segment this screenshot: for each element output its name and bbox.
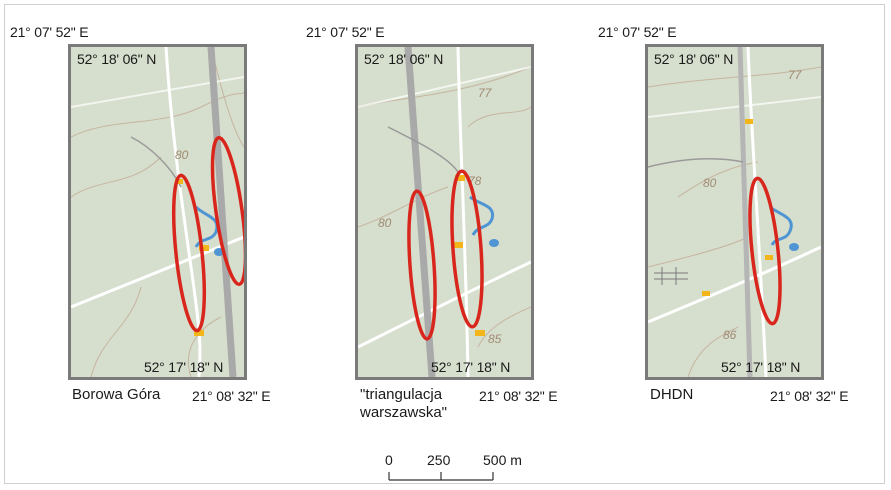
contour-label: 77 [788,68,803,82]
panel-2-lon-left: 21° 07' 52" E [306,24,385,40]
panel-3-caption: DHDN [650,386,694,403]
panel-1-caption: Borowa Góra [72,386,161,403]
railway [207,47,237,377]
contour-label: 77 [478,86,493,100]
railway [404,47,436,377]
road [358,66,531,108]
map-background [71,47,244,377]
highlight-ellipse [450,169,484,329]
map-background [648,47,821,377]
contour-label: 85 [488,332,502,346]
panel-2-caption-line2: warszawska" [360,404,448,421]
scale-label-500: 500 m [483,452,522,468]
marker [702,291,710,296]
highlight-ellipse [210,135,244,287]
scale-label-0: 0 [385,452,393,468]
road-north-south [746,47,768,377]
contour-label: 80 [175,148,189,162]
panel-2-caption: "triangulacja [360,386,443,403]
path [387,126,459,173]
marker [475,330,485,336]
panel-3-map-graphic: 77 80 86 [648,47,821,377]
panel-1-lon-left: 21° 07' 52" E [10,24,89,40]
marker [745,119,753,124]
scale-bar: 0 250 500 m [385,452,525,482]
panel-2-lat-top: 52° 18' 06" N [364,51,444,67]
pond [789,243,799,251]
panel-1-map-graphic: 80 [71,47,244,377]
main-road [358,260,531,349]
panel-1-map: 80 52° 18' 06" N 52° 17' 18" N [68,44,247,380]
map-background [358,47,531,377]
panel-3-lat-bottom: 52° 17' 18" N [721,359,801,375]
highlight-ellipse [748,176,782,326]
panel-2-map-graphic: 77 78 80 85 [358,47,531,377]
marker [199,245,209,251]
scale-bar-graphic [388,472,494,481]
panel-1-lat-bottom: 52° 17' 18" N [144,359,224,375]
panel-3-map: 77 80 86 52° 18' 06" N 52° 17' 18" N [645,44,824,380]
road-north-south [456,47,470,377]
contour-lines [648,66,821,377]
panel-1-lon-right: 21° 08' 32" E [192,388,271,404]
highlight-ellipse [171,173,207,333]
scale-label-250: 250 [427,452,451,468]
panel-3-lat-top: 52° 18' 06" N [654,51,734,67]
panel-2-lon-right: 21° 08' 32" E [479,388,558,404]
building-cluster [654,267,688,285]
contour-label: 86 [723,328,737,342]
panel-1-lat-top: 52° 18' 06" N [77,51,157,67]
marker [765,255,773,260]
marker [194,330,204,336]
panel-2-map: 77 78 80 85 52° 18' 06" N 52° 17' 18" N [355,44,534,380]
railway [737,47,753,377]
panel-3-lon-left: 21° 07' 52" E [598,24,677,40]
highlight-ellipse [407,189,437,341]
road-north-south [164,47,202,377]
panel-3-lon-right: 21° 08' 32" E [770,388,849,404]
marker [175,179,183,184]
marker [455,175,465,181]
road [648,96,821,118]
main-road [648,245,821,324]
panel-2-lat-bottom: 52° 17' 18" N [431,359,511,375]
path [648,157,744,168]
figure-border [4,4,885,484]
contour-label: 80 [703,176,717,190]
pond [489,239,499,247]
marker [453,242,463,248]
contour-label: 80 [378,216,392,230]
